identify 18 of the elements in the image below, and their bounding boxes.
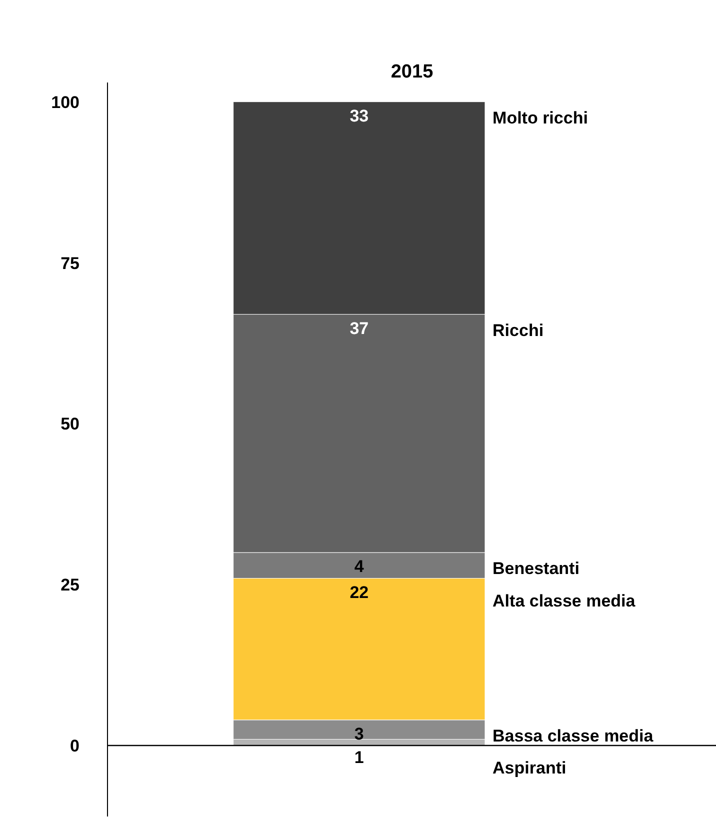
y-tick-label: 75 [60,254,80,273]
data-label: 3 [354,724,364,744]
data-label: 22 [350,583,369,602]
series-label: Benestanti [492,559,580,578]
series-label: Aspiranti [492,758,566,778]
y-tick-label: 50 [60,414,80,434]
series-label: Alta classe media [492,591,636,610]
series-label: Bassa classe media [492,726,654,746]
series-label: Ricchi [492,320,544,340]
data-label: 33 [350,106,369,126]
y-tick-label: 100 [51,92,80,112]
y-tick-label: 0 [70,736,80,756]
series-label: Molto ricchi [492,108,588,128]
data-label: 37 [350,319,369,338]
data-label: 1 [354,748,364,767]
chart-title: 2015 [390,62,434,82]
y-tick-label: 25 [60,576,80,595]
data-label: 4 [354,557,364,576]
